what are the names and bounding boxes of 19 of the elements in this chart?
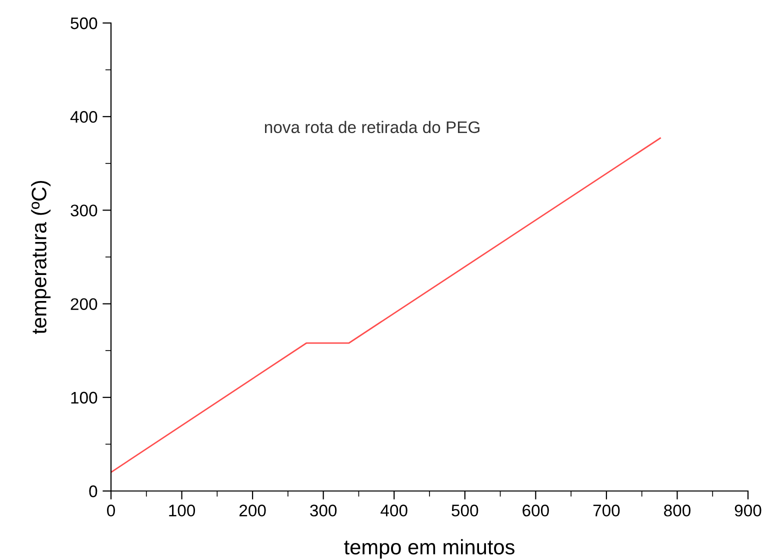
x-axis-title: tempo em minutos [344, 539, 514, 559]
x-tick-label: 300 [310, 504, 337, 516]
y-tick-label: 200 [70, 298, 98, 310]
y-tick-label: 0 [89, 485, 98, 498]
x-tick-label: 100 [169, 504, 196, 516]
annotation: nova rota de retirada do PEG [264, 120, 480, 134]
x-tick-label: 200 [239, 504, 266, 516]
y-tick-label: 500 [70, 17, 98, 30]
y-tick-label: 400 [70, 111, 98, 123]
y-tick-label: 300 [70, 204, 98, 216]
y-axis-title: temperatura (ºC) [31, 180, 51, 334]
x-tick-label: 700 [593, 504, 620, 516]
x-tick-label: 0 [107, 504, 115, 516]
y-tick-label: 100 [71, 392, 98, 404]
x-tick-label: 600 [522, 504, 549, 516]
x-tick-label: 900 [734, 504, 762, 516]
x-tick-label: 500 [452, 504, 478, 516]
x-tick-label: 800 [664, 504, 690, 516]
x-tick-label: 400 [380, 504, 408, 516]
